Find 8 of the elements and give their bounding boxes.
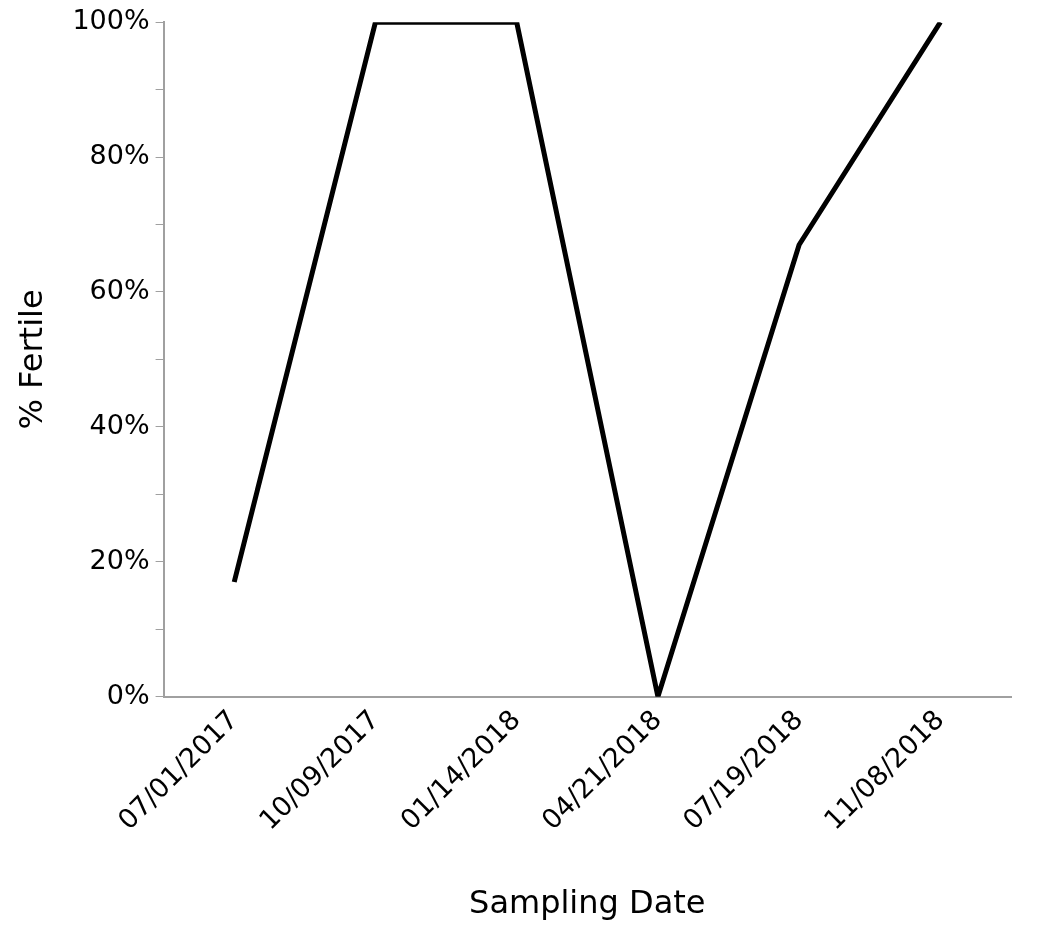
y-axis-title: % Fertile [11, 289, 50, 430]
y-tick-label: 0% [106, 678, 150, 710]
y-tick-label: 100% [72, 4, 150, 36]
x-axis-title: Sampling Date [469, 883, 706, 922]
y-tick-label: 60% [89, 274, 150, 305]
y-tick-label: 40% [89, 408, 150, 440]
y-tick-label: 80% [89, 139, 150, 171]
y-tick-label: 20% [89, 543, 150, 575]
